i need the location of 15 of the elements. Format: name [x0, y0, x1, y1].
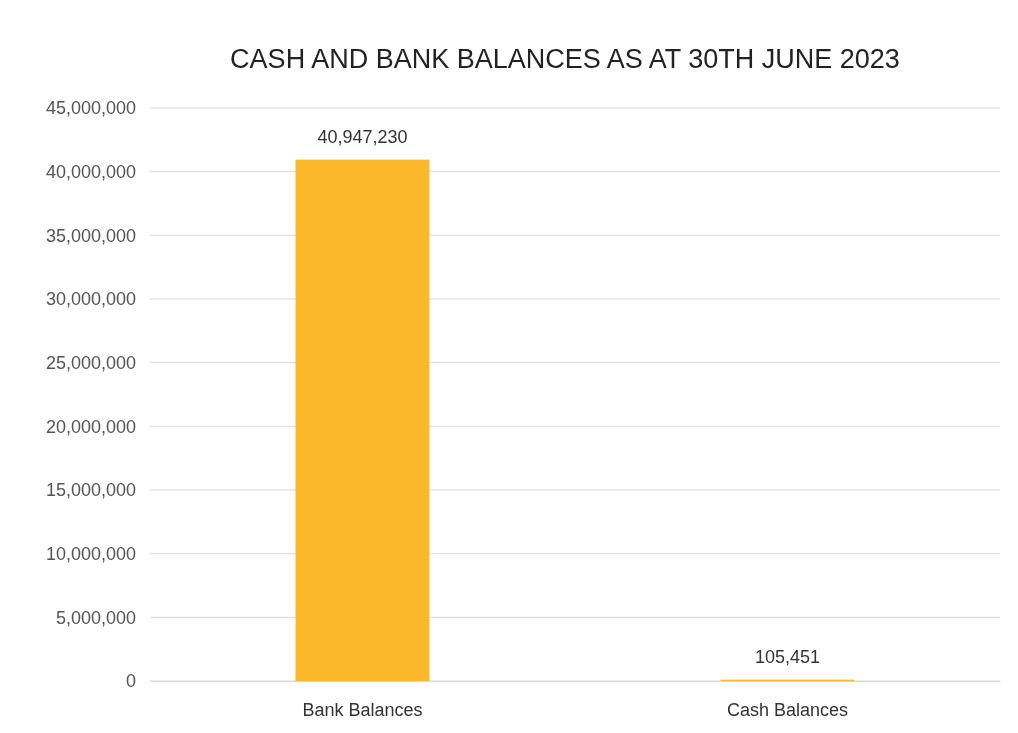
y-tick-label: 45,000,000 — [45, 98, 136, 119]
y-tick-label: 20,000,000 — [45, 416, 136, 437]
y-tick-label: 25,000,000 — [45, 352, 136, 373]
y-tick-label: 10,000,000 — [45, 543, 136, 564]
y-tick-label: 40,000,000 — [45, 161, 136, 182]
y-tick-label: 30,000,000 — [45, 289, 136, 310]
y-tick-label: 15,000,000 — [45, 480, 136, 501]
y-tick-label: 5,000,000 — [55, 607, 136, 628]
y-tick-label: 35,000,000 — [45, 225, 136, 246]
data-label: 105,451 — [754, 646, 821, 667]
chart-title: CASH AND BANK BALANCES AS AT 30TH JUNE 2023 — [230, 44, 900, 74]
x-tick-label: Bank Balances — [302, 699, 423, 720]
data-label: 40,947,230 — [317, 126, 408, 147]
x-tick-label: Cash Balances — [726, 699, 849, 720]
y-tick-label: 0 — [125, 671, 136, 692]
